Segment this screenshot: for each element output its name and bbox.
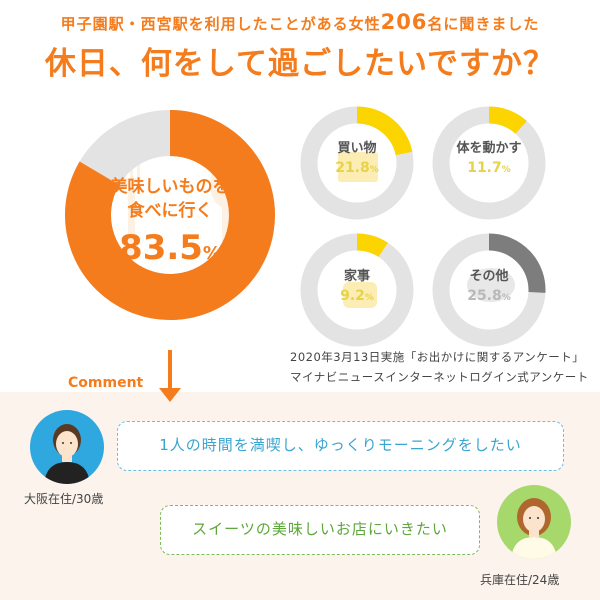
chart-label-exercise-name: 体を動かす (456, 141, 522, 156)
survey-description: 甲子園駅・西宮駅を利用したことがある女性206名に聞きました (0, 10, 600, 34)
chart-label-shopping-number: 21.8 (335, 160, 370, 176)
chart-label-other-value: 25.8% (444, 286, 534, 308)
chart-label-shopping-unit: % (369, 165, 379, 175)
chart-label-housework-number: 9.2 (340, 288, 365, 304)
commenter-osaka: 大阪在住/30歳 (24, 492, 104, 506)
down-arrow-icon (159, 350, 181, 402)
commenter-hyogo: 兵庫在住/24歳 (480, 573, 560, 587)
chart-label-other-name: その他 (469, 269, 509, 284)
speech-bubble-icon (467, 268, 515, 302)
source-line2: マイナビニュースインターネットログイン式アンケート (290, 370, 589, 384)
survey-prefix: 甲子園駅・西宮駅を利用したことがある女性 (60, 15, 381, 33)
donut-slice-other (488, 233, 546, 293)
chart-label-housework-unit: % (364, 293, 374, 303)
chart-label-other-unit: % (501, 293, 511, 303)
comment-bubble-osaka: 1人の時間を満喫し、ゆっくりモーニングをしたい (117, 421, 564, 471)
avatar-osaka (30, 410, 104, 484)
main-chart-label-line1: 美味しいものを (110, 177, 230, 197)
donut-slice-shopping (356, 106, 413, 156)
source-note: 2020年3月13日実施「お出かけに関するアンケート」 マイナビニュースインター… (290, 347, 590, 387)
chart-label-housework: 家事 9.2% (312, 268, 402, 308)
chart-label-exercise: 体を動かす 11.7% (444, 140, 534, 180)
chart-label-exercise-unit: % (501, 165, 511, 175)
survey-suffix: 名に聞きました (427, 15, 540, 33)
chart-label-exercise-number: 11.7 (467, 160, 502, 176)
chart-label-housework-name: 家事 (343, 269, 370, 284)
chart-label-exercise-value: 11.7% (444, 158, 534, 180)
avatar-hyogo (497, 485, 571, 559)
chart-label-shopping-value: 21.8% (312, 158, 402, 180)
chart-label-housework-value: 9.2% (312, 286, 402, 308)
comment-heading: Comment (68, 375, 144, 391)
main-chart-value-unit: % (202, 243, 221, 264)
chart-label-other-number: 25.8 (467, 288, 502, 304)
chart-label-other: その他 25.8% (444, 268, 534, 308)
chart-label-shopping-name: 買い物 (337, 141, 377, 156)
main-chart-label: 美味しいものを 食べに行く 83.5% (80, 175, 260, 279)
donut-slice-housework (356, 233, 388, 258)
main-chart-label-line2: 食べに行く (127, 201, 213, 221)
donut-slice-exercise (488, 106, 527, 134)
page-title: 休日、何をして過ごしたいですか？ (44, 46, 556, 82)
apron-icon (343, 282, 377, 308)
main-chart-value: 83.5% (80, 223, 260, 279)
source-line1: 2020年3月13日実施「お出かけに関するアンケート」 (290, 350, 585, 364)
chart-label-shopping: 買い物 21.8% (312, 140, 402, 180)
comment-bubble-hyogo: スイーツの美味しいお店にいきたい (160, 505, 480, 555)
donut-slice-dining-out (65, 110, 275, 320)
shopping-bag-icon (338, 152, 378, 182)
woman-portrait-icon (44, 424, 90, 484)
woman-portrait-icon (511, 498, 557, 559)
main-chart-value-number: 83.5 (119, 228, 203, 268)
survey-count: 206 (380, 10, 428, 34)
